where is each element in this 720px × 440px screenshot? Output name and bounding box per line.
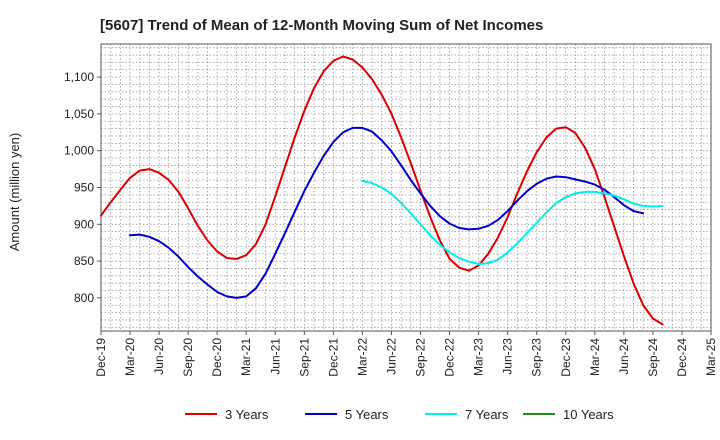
y-tick-label: 1,100 <box>64 70 94 84</box>
x-tick-label: Dec-20 <box>210 338 224 377</box>
y-tick-label: 900 <box>74 217 94 231</box>
x-tick-label: Sep-20 <box>181 338 195 377</box>
legend-label-10-years: 10 Years <box>563 407 614 422</box>
series-line-7-years <box>361 179 664 265</box>
x-tick-label: Jun-23 <box>501 338 515 375</box>
x-tick-label: Sep-24 <box>646 338 660 377</box>
legend-label-5-years: 5 Years <box>345 407 389 422</box>
x-tick-label: Dec-23 <box>559 338 573 377</box>
chart-title: [5607] Trend of Mean of 12-Month Moving … <box>100 17 543 34</box>
series-lines <box>100 55 664 326</box>
x-tick-label: Sep-23 <box>530 338 544 377</box>
x-tick-label: Mar-23 <box>472 338 486 376</box>
x-tick-label: Dec-22 <box>443 338 457 377</box>
x-tick-label: Jun-24 <box>617 338 631 375</box>
x-tick-label: Jun-22 <box>384 338 398 375</box>
x-tick-label: Sep-21 <box>297 338 311 377</box>
y-tick-label: 950 <box>74 181 94 195</box>
x-tick-label: Jun-21 <box>268 338 282 375</box>
x-tick-label: Mar-20 <box>123 338 137 376</box>
x-tick-label: Mar-22 <box>355 338 369 376</box>
y-tick-label: 1,000 <box>64 144 94 158</box>
x-axis-ticks: Dec-19 Mar-20 Jun-20 Sep-20 Dec-20 Mar-21 Jun-… <box>94 331 718 377</box>
y-tick-label: 800 <box>74 291 94 305</box>
x-tick-label: Dec-21 <box>326 338 340 377</box>
x-tick-label: Mar-25 <box>704 338 718 376</box>
y-axis-ticks: 800 850 900 950 1,000 1,050 1,100 <box>64 70 101 305</box>
legend-label-3-years: 3 Years <box>225 407 269 422</box>
y-tick-label: 1,050 <box>64 107 94 121</box>
y-axis-label: Amount (million yen) <box>7 133 22 252</box>
x-tick-label: Mar-21 <box>239 338 253 376</box>
legend-label-7-years: 7 Years <box>465 407 509 422</box>
grid-lines <box>101 44 711 331</box>
legend: 3 Years 5 Years 7 Years 10 Years <box>185 407 614 422</box>
x-tick-label: Sep-22 <box>414 338 428 377</box>
series-line-5-years <box>129 126 645 299</box>
series-line-3-years <box>100 55 664 326</box>
x-tick-label: Dec-24 <box>675 338 689 377</box>
y-tick-label: 850 <box>74 254 94 268</box>
x-tick-label: Dec-19 <box>94 338 108 377</box>
x-tick-label: Jun-20 <box>152 338 166 375</box>
x-tick-label: Mar-24 <box>588 338 602 376</box>
